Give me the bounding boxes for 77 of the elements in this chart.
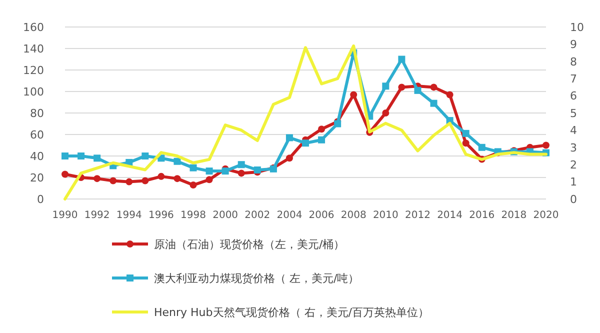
point (254, 166, 261, 174)
point (430, 84, 438, 91)
point (110, 177, 117, 184)
point (382, 82, 390, 90)
x-tick-label: 2008 (340, 210, 366, 221)
point (462, 140, 470, 147)
point (238, 170, 245, 177)
point (142, 152, 149, 160)
x-tick-label: 1990 (52, 210, 78, 221)
x-tick-label: 2000 (212, 210, 238, 221)
legend-label: Henry Hub天然气现货价格（ 右，美元/百万英热单位） (154, 306, 429, 319)
point (126, 178, 133, 186)
y-tick-label: 120 (23, 64, 44, 77)
x-tick-label: 2002 (244, 210, 270, 221)
point (174, 175, 181, 182)
point (206, 168, 213, 175)
point (286, 154, 293, 162)
y2-tick-label: 6 (570, 90, 577, 103)
y2-tick-label: 10 (570, 20, 584, 34)
y2-tick-label: 2 (570, 158, 577, 172)
y-tick-label: 0 (37, 192, 44, 206)
x-tick-label: 2010 (372, 210, 398, 221)
point (318, 126, 326, 133)
y-tick-label: 80 (30, 106, 44, 120)
point (222, 168, 229, 175)
point (142, 177, 149, 184)
point (238, 161, 245, 168)
point (542, 142, 550, 149)
point (190, 182, 197, 189)
point (94, 154, 101, 162)
point (318, 136, 326, 144)
y2-tick-label: 7 (570, 72, 577, 86)
y2-tick-label: 3 (570, 141, 577, 154)
point (94, 175, 101, 182)
x-tick-label: 2020 (533, 210, 559, 221)
y-tick-label: 100 (23, 85, 44, 98)
point (62, 152, 68, 160)
y-tick-label: 60 (30, 128, 44, 142)
point (478, 144, 486, 151)
x-tick-label: 2014 (437, 210, 463, 221)
y2-tick-label: 9 (570, 38, 577, 52)
y-tick-label: 160 (23, 20, 44, 34)
point (174, 158, 181, 165)
x-tick-label: 1996 (148, 210, 174, 221)
point (302, 140, 309, 147)
y2-tick-label: 0 (570, 192, 577, 206)
point (398, 84, 406, 91)
point (414, 86, 422, 94)
point (462, 130, 470, 137)
point (62, 170, 68, 178)
y-tick-label: 20 (30, 171, 44, 184)
y-tick-label: 140 (23, 42, 44, 56)
x-tick-label: 1998 (180, 210, 206, 221)
legend-label: 原油（石油）现货价格（左，美元/桶） (154, 238, 345, 251)
point (286, 134, 293, 142)
x-tick-label: 2012 (405, 210, 430, 221)
point (206, 176, 213, 184)
legend-label: 澳大利亚动力煤现货价格（ 左，美元/吨） (154, 272, 360, 285)
point (350, 91, 358, 98)
y-tick-label: 40 (30, 150, 44, 163)
point (78, 152, 85, 160)
y2-tick-label: 5 (570, 106, 577, 120)
point (158, 172, 165, 180)
point (398, 56, 406, 63)
point (446, 91, 454, 98)
x-tick-label: 2004 (276, 210, 302, 221)
y2-tick-label: 4 (570, 124, 577, 138)
x-tick-label: 1992 (84, 210, 110, 221)
y2-tick-label: 8 (570, 55, 577, 68)
y2-tick-label: 1 (570, 176, 577, 189)
point (382, 110, 390, 116)
point (190, 164, 197, 172)
x-tick-label: 2006 (308, 210, 334, 221)
point (430, 100, 438, 107)
x-tick-label: 1994 (116, 210, 142, 221)
x-tick-label: 2018 (501, 210, 527, 221)
x-tick-label: 2016 (469, 210, 495, 221)
